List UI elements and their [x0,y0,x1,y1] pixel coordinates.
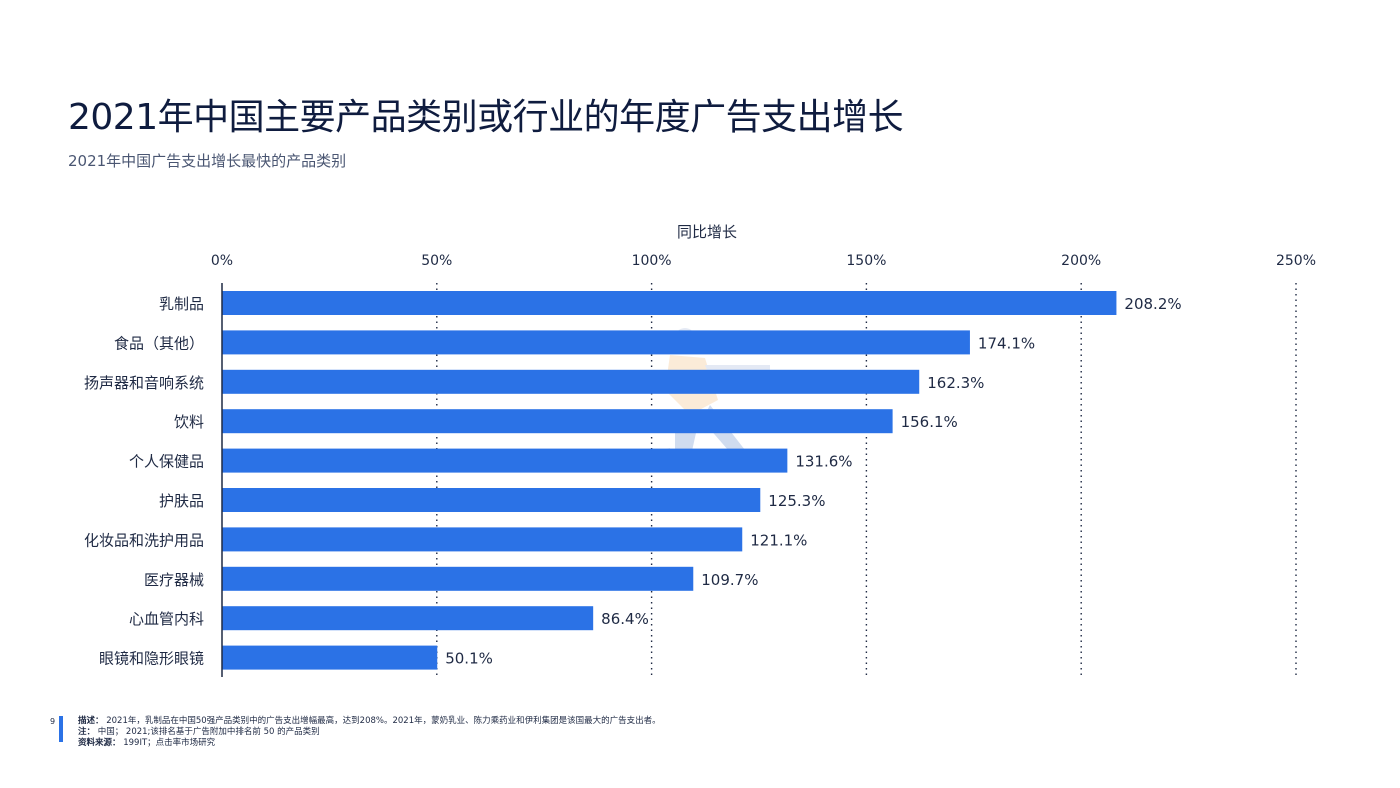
bar [222,488,761,512]
bar [222,645,438,670]
bar [222,448,788,473]
page-subtitle: 2021年中国广告支出增长最快的产品类别 [68,152,347,170]
footer-accent-bar [59,716,63,742]
page-title: 2021年中国主要产品类别或行业的年度广告支出增长 [68,97,904,138]
description-line: 描述： 2021年，乳制品在中国50强产品类别中的广告支出增幅最高，达到208%… [78,716,661,727]
bar-value-label: 50.1% [445,650,493,668]
bar [222,409,893,434]
bar-value-label: 125.3% [768,492,825,510]
x-tick-label: 150% [846,253,886,269]
category-label: 医疗器械 [144,571,204,589]
category-label: 护肤品 [159,492,204,510]
bar-value-label: 121.1% [750,531,807,549]
x-tick-label: 250% [1276,253,1316,269]
note-text: 中国； 2021;该排名基于广告附加中排名前 50 的产品类别 [97,727,320,737]
category-label: 乳制品 [159,295,204,313]
bar-value-label: 131.6% [795,453,852,471]
note-line: 注： 中国； 2021;该排名基于广告附加中排名前 50 的产品类别 [78,727,661,738]
category-label: 饮料 [174,413,204,431]
chart-grid: 0% 50% 100% 150% 200% 250% [211,253,1316,677]
description-text: 2021年，乳制品在中国50强产品类别中的广告支出增幅最高，达到208%。202… [106,716,661,726]
bar-value-label: 109.7% [701,571,758,589]
bar-value-label: 174.1% [978,334,1035,352]
x-tick-label: 0% [211,253,233,269]
bar-value-label: 162.3% [927,374,984,392]
x-axis-title: 同比增长 [677,223,737,241]
x-tick-label: 200% [1061,253,1101,269]
note-label: 注： [78,727,96,737]
bar [222,566,694,591]
bar [222,527,743,552]
bar [222,369,920,394]
category-label: 眼镜和隐形眼镜 [99,650,204,668]
category-label: 个人保健品 [129,453,204,471]
category-label: 食品（其他） [114,334,204,352]
category-label: 心血管内科 [129,610,204,628]
footer-notes: 描述： 2021年，乳制品在中国50强产品类别中的广告支出增幅最高，达到208%… [78,716,661,749]
source-label: 资料来源： [78,738,121,748]
bar-value-label: 156.1% [901,413,958,431]
bar [222,330,970,355]
bar-chart: 0% 50% 100% 150% 200% 250% 208.2% 乳制品 174.1% 食品（… [84,223,1316,677]
source-text: 199IT；点击率市场研究 [123,738,216,748]
bar-value-label: 208.2% [1124,295,1181,313]
category-label: 化妆品和洗护用品 [84,531,204,549]
x-tick-label: 100% [632,253,672,269]
category-label: 扬声器和音响系统 [84,374,204,392]
source-line: 资料来源： 199IT；点击率市场研究 [78,738,661,749]
bar [222,291,1117,315]
bar-value-label: 86.4% [601,610,649,628]
x-tick-label: 50% [421,253,452,269]
chart-bars: 208.2% 乳制品 174.1% 食品（其他） 162.3% 扬声器和音响系统 156.1… [84,291,1182,670]
bar [222,606,594,631]
description-label: 描述： [78,716,104,726]
page-number: 9 [50,717,56,726]
